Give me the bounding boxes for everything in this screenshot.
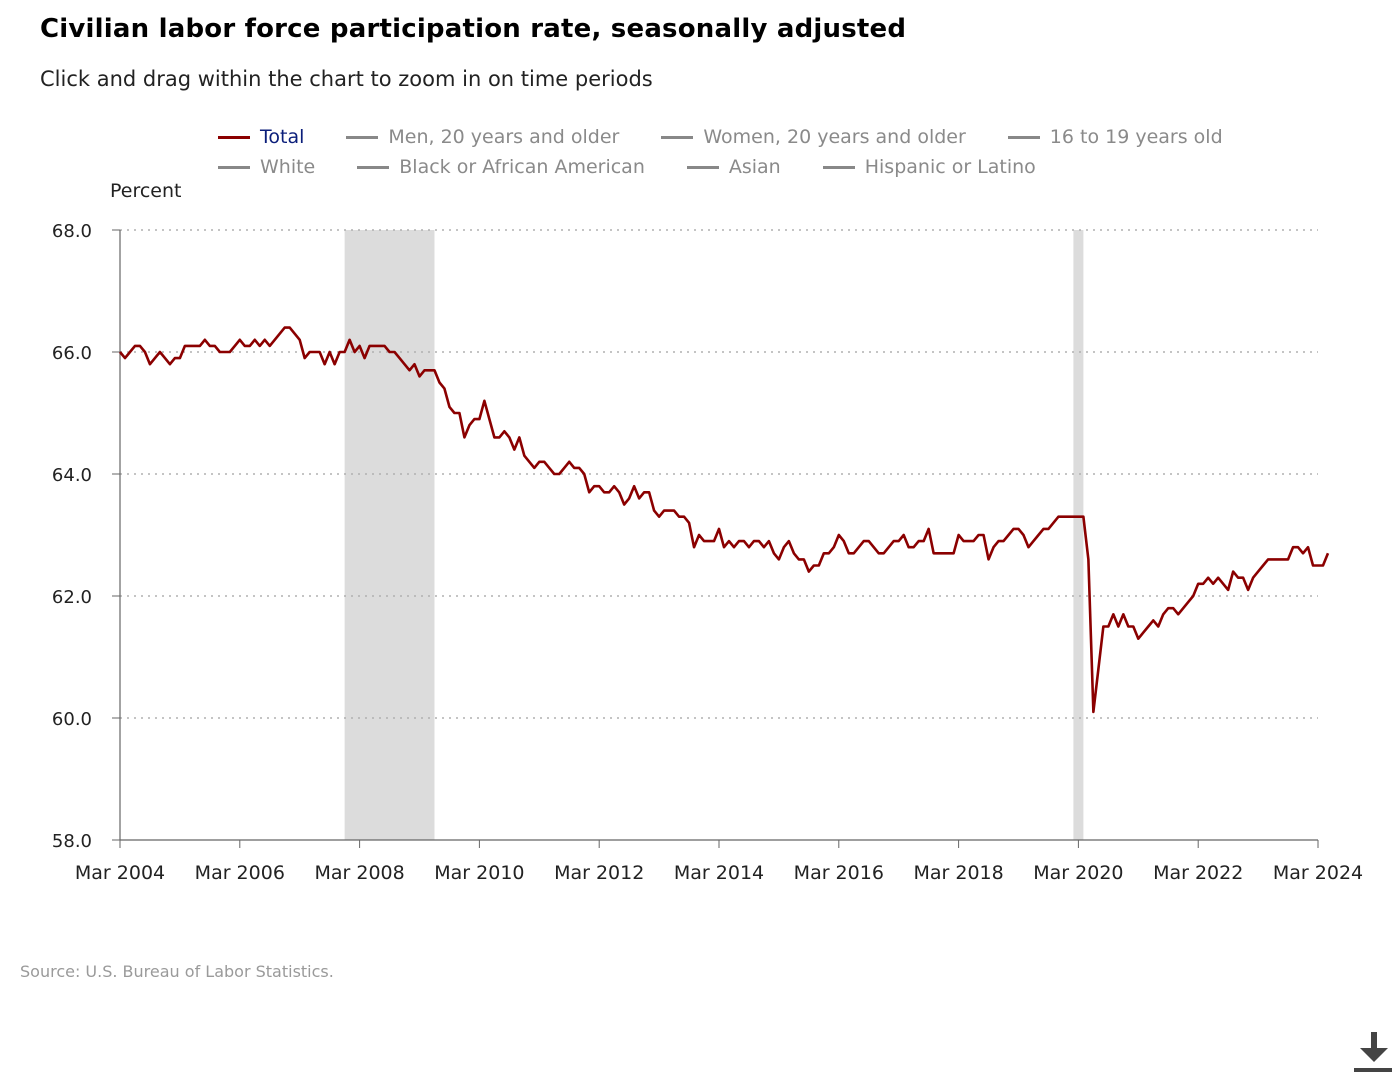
legend-swatch-icon bbox=[357, 165, 390, 169]
legend-label: Asian bbox=[728, 156, 781, 178]
legend-item[interactable]: White bbox=[218, 156, 315, 178]
y-axis-label: Percent bbox=[110, 180, 182, 202]
legend-item[interactable]: Men, 20 years and older bbox=[346, 126, 619, 148]
legend-swatch-icon bbox=[346, 135, 379, 139]
gridlines bbox=[120, 229, 1318, 719]
legend-label: Women, 20 years and older bbox=[703, 126, 966, 148]
download-icon[interactable] bbox=[1352, 1030, 1394, 1074]
recession-bands bbox=[344, 230, 1084, 840]
legend-item[interactable]: Women, 20 years and older bbox=[661, 126, 966, 148]
chart-title: Civilian labor force participation rate,… bbox=[40, 14, 907, 44]
x-tick-label: Mar 2014 bbox=[674, 862, 764, 884]
y-tick-label: 58.0 bbox=[52, 831, 92, 852]
legend-swatch-icon bbox=[218, 135, 250, 139]
x-tick-label: Mar 2022 bbox=[1153, 862, 1243, 884]
y-tick-label: 68.0 bbox=[52, 221, 92, 242]
legend-swatch-icon bbox=[1007, 135, 1040, 139]
x-tick-label: Mar 2024 bbox=[1273, 862, 1363, 884]
legend-swatch-icon bbox=[661, 135, 694, 139]
y-tick-label: 62.0 bbox=[52, 587, 92, 608]
x-tick-label: Mar 2004 bbox=[75, 862, 165, 884]
legend-label: Men, 20 years and older bbox=[388, 126, 620, 148]
legend-label: Total bbox=[260, 126, 305, 148]
y-tick-label: 66.0 bbox=[52, 343, 92, 364]
axes: 68.0 66.0 64.0 62.0 60.0 58.0 Mar 2004 Mar 2006… bbox=[52, 221, 1363, 884]
x-tick-label: Mar 2008 bbox=[314, 862, 404, 884]
recession-band bbox=[344, 230, 435, 840]
series-lines[interactable] bbox=[118, 326, 1330, 714]
legend-swatch-icon bbox=[218, 165, 250, 169]
line-chart[interactable]: 68.0 66.0 64.0 62.0 60.0 58.0 Mar 2004 Mar 2006… bbox=[0, 0, 1400, 900]
x-tick-label: Mar 2018 bbox=[913, 862, 1003, 884]
legend-swatch-icon bbox=[686, 165, 719, 169]
legend-swatch-icon bbox=[822, 165, 855, 169]
legend-label: Hispanic or Latino bbox=[864, 156, 1036, 178]
download-button[interactable] bbox=[1352, 1030, 1394, 1074]
y-tick-label: 64.0 bbox=[52, 465, 92, 486]
legend-row: White Black or African American Asian Hispa… bbox=[218, 156, 1078, 178]
x-tick-label: Mar 2010 bbox=[434, 862, 524, 884]
x-tick-label: Mar 2012 bbox=[554, 862, 644, 884]
y-tick-label: 60.0 bbox=[52, 709, 92, 730]
chart-subtitle: Click and drag within the chart to zoom … bbox=[40, 67, 653, 91]
legend-item[interactable]: Black or African American bbox=[357, 156, 645, 178]
legend-item[interactable]: Total bbox=[218, 126, 304, 148]
legend-label: 16 to 19 years old bbox=[1049, 126, 1223, 148]
legend-label: White bbox=[260, 156, 316, 178]
legend-label: Black or African American bbox=[399, 156, 645, 178]
x-tick-label: Mar 2016 bbox=[794, 862, 884, 884]
series-line-total[interactable] bbox=[118, 326, 1330, 714]
legend-item[interactable]: Hispanic or Latino bbox=[822, 156, 1036, 178]
legend-row: Total Men, 20 years and older Women, 20 ye… bbox=[218, 126, 1265, 148]
x-tick-label: Mar 2006 bbox=[195, 862, 285, 884]
source-note: Source: U.S. Bureau of Labor Statistics. bbox=[20, 962, 334, 981]
recession-band bbox=[1073, 230, 1084, 840]
legend-item[interactable]: 16 to 19 years old bbox=[1007, 126, 1223, 148]
legend-item[interactable]: Asian bbox=[686, 156, 781, 178]
x-tick-label: Mar 2020 bbox=[1033, 862, 1123, 884]
